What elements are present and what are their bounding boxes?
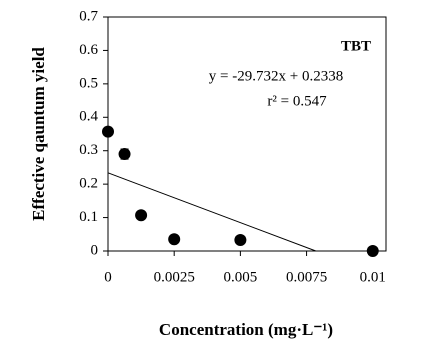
error-bar bbox=[120, 148, 129, 160]
annotation: y = -29.732x + 0.2338 bbox=[209, 68, 343, 84]
x-tick-label: 0.005 bbox=[224, 269, 258, 285]
y-tick-label: 0.3 bbox=[79, 142, 98, 158]
point bbox=[366, 245, 379, 257]
x-tick-label: 0.01 bbox=[360, 269, 386, 285]
annotation: r² = 0.547 bbox=[267, 93, 327, 109]
y-axis-label: Effective qauntum yield bbox=[29, 47, 48, 221]
x-tick-label: 0 bbox=[104, 269, 112, 285]
point bbox=[168, 233, 181, 246]
point bbox=[234, 233, 247, 246]
y-tick-label: 0 bbox=[91, 242, 99, 258]
y-tick-label: 0.7 bbox=[79, 8, 98, 24]
x-axis-label: Concentration (mg·L⁻¹) bbox=[159, 320, 333, 339]
x-tick-label: 0.0075 bbox=[286, 269, 327, 285]
trend-line bbox=[107, 172, 317, 252]
y-tick-label: 0.1 bbox=[79, 209, 98, 225]
y-tick-label: 0.5 bbox=[79, 75, 98, 91]
annotation: TBT bbox=[341, 38, 371, 54]
x-tick-label: 0.0025 bbox=[154, 269, 195, 285]
point bbox=[135, 209, 148, 222]
y-tick-label: 0.6 bbox=[79, 42, 98, 58]
y-tick-label: 0.2 bbox=[79, 176, 98, 192]
point bbox=[102, 125, 114, 138]
y-tick-label: 0.4 bbox=[79, 109, 98, 125]
